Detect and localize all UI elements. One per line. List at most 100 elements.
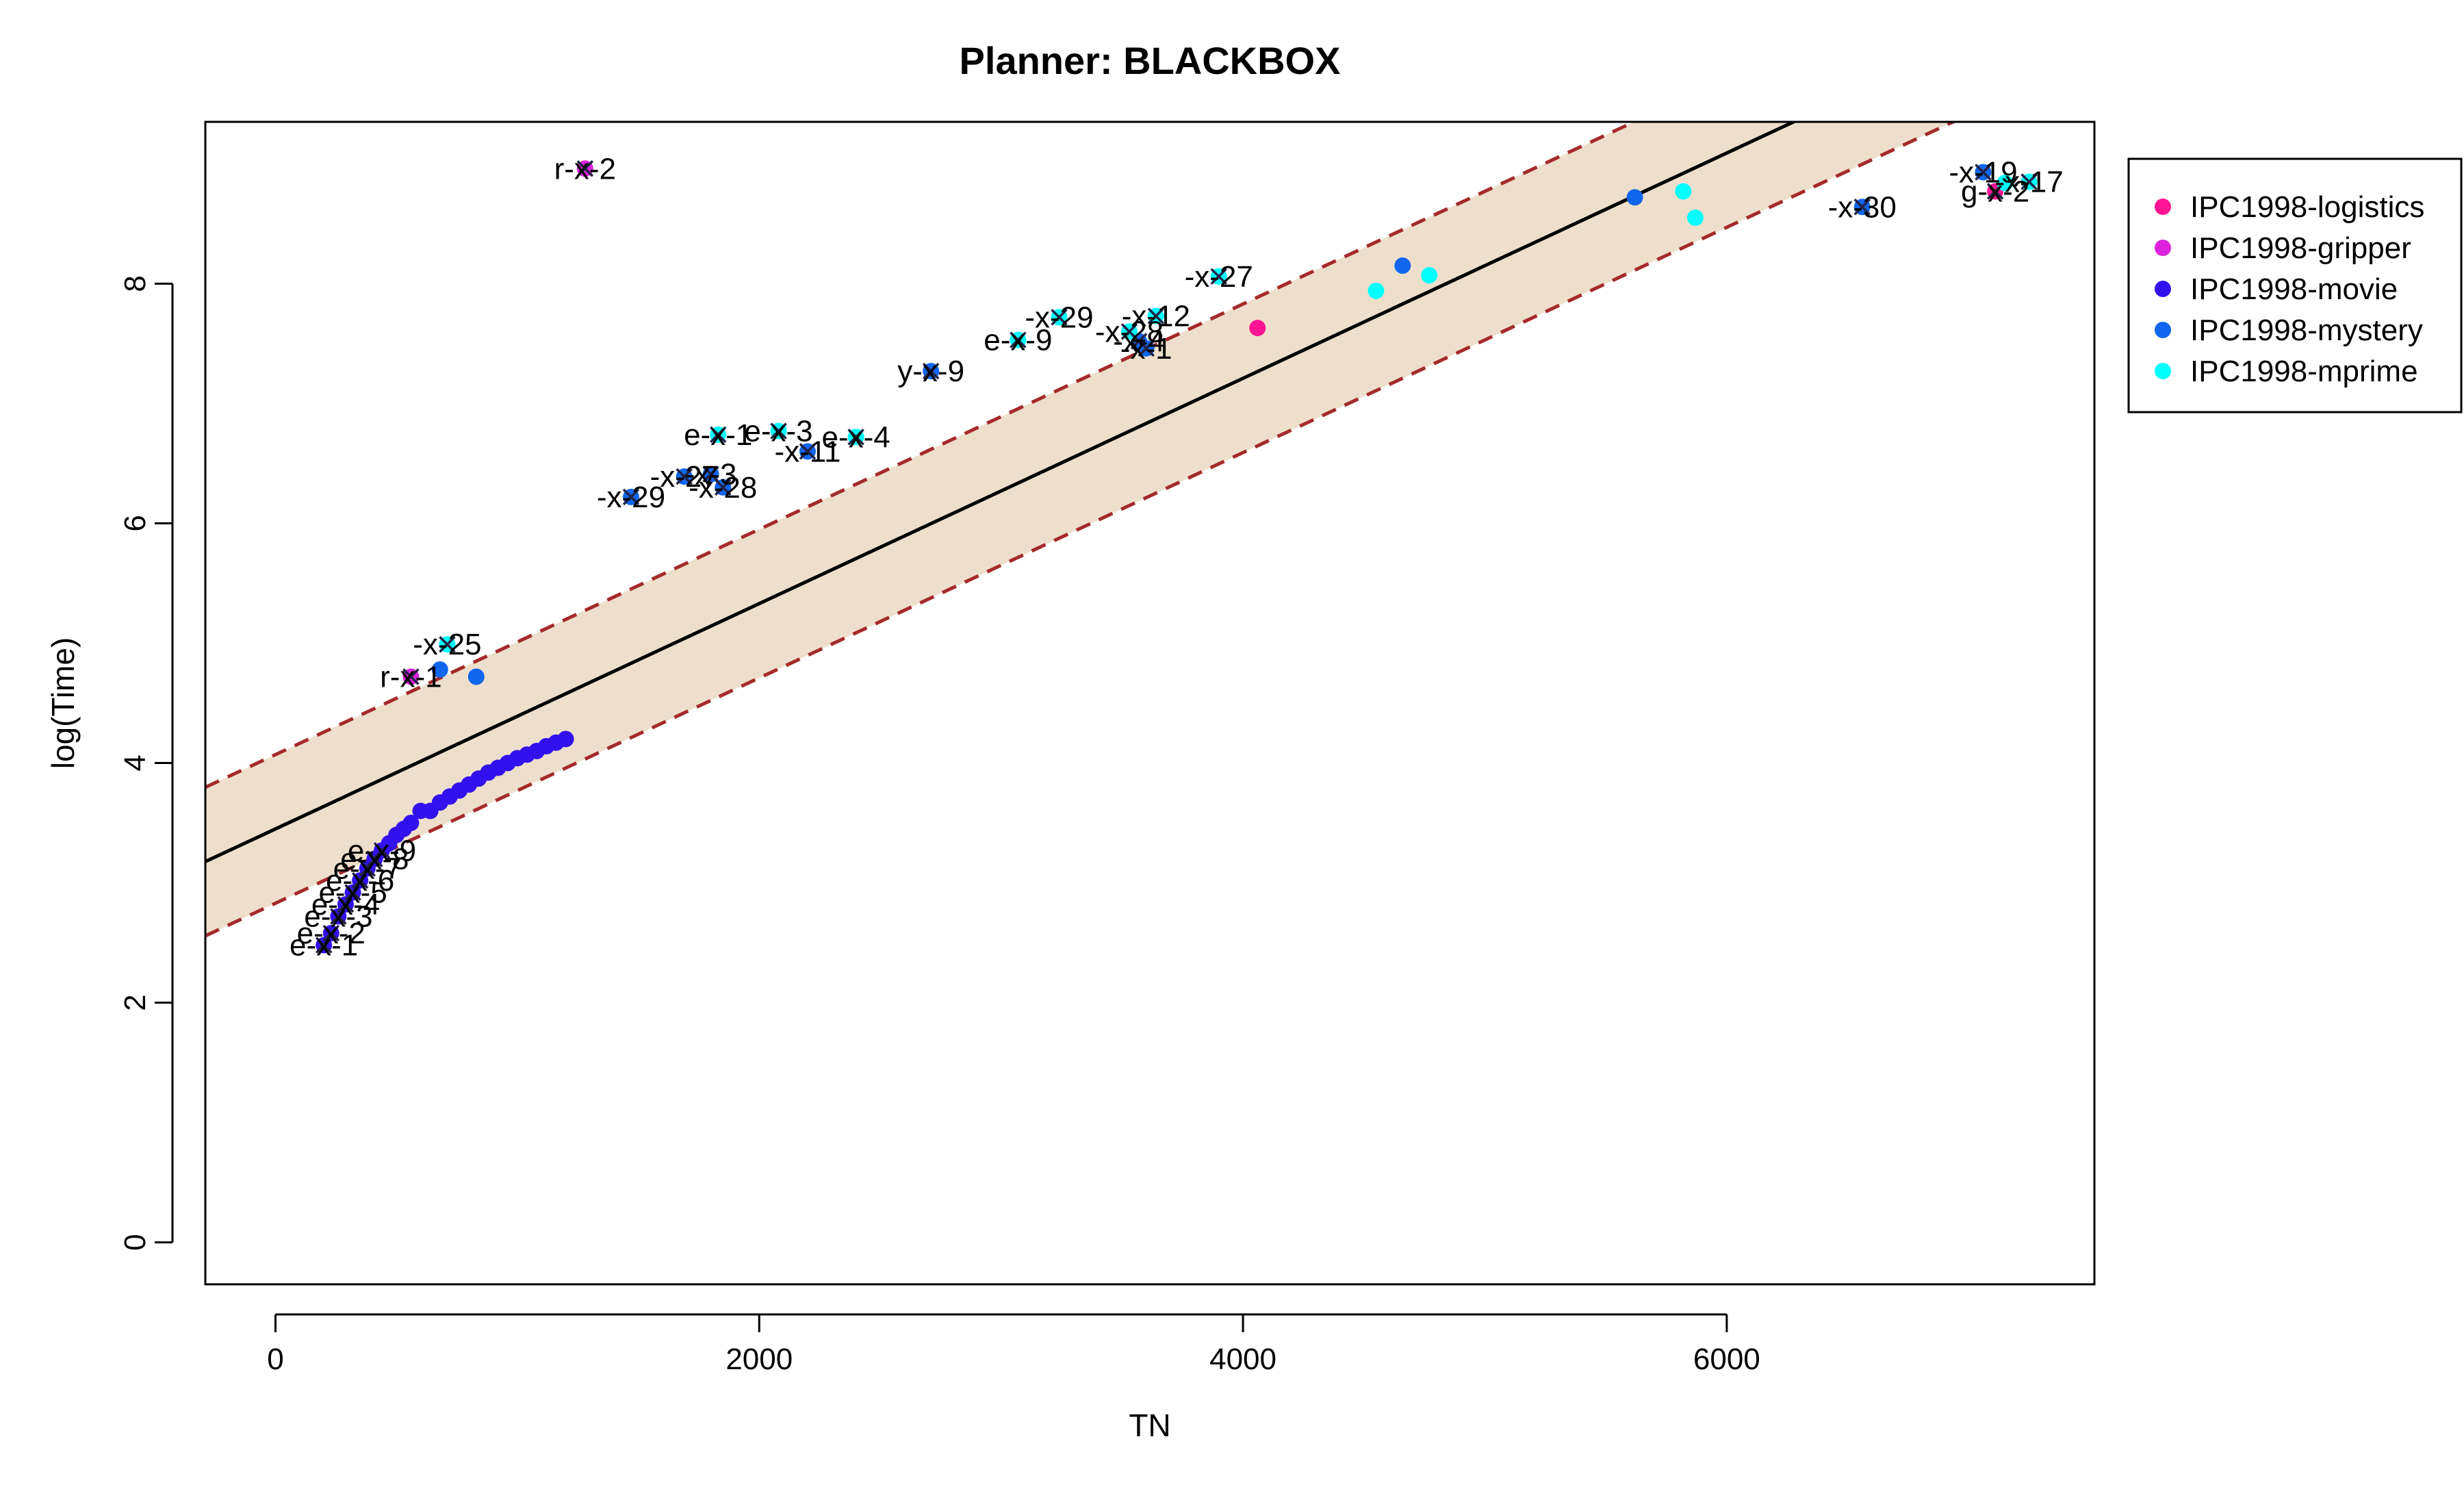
data-point [467,668,485,685]
point-label: e-x-3 [304,900,372,934]
point-label: -x-29 [1025,301,1093,334]
outlier-cross-marker [1138,340,1155,357]
data-point [1249,320,1266,337]
outlier-cross-marker [1147,307,1165,324]
point-label: r-x-1 [380,660,441,693]
plot-border [204,120,2096,1286]
outlier-cross-marker [715,479,732,496]
point-label: y-x-9 [897,355,964,388]
point-label: -x-28 [689,471,757,505]
point-label: e-x-6 [326,864,394,898]
outlier-cross-marker [402,668,420,685]
series-IPC1998-mystery [431,164,1992,685]
data-point [431,661,448,678]
data-point [1686,209,1704,227]
outlier-cross-marker [439,635,456,653]
data-point [1368,282,1385,299]
plot-area [205,122,2038,954]
outlier-cross-marker [1975,164,1992,181]
outlier-cross-marker [847,429,864,446]
point-label: -x-28 [1095,315,1164,348]
point-label: e-x-8 [340,843,409,876]
point-label: e-x-9 [348,834,416,867]
point-label: -x-27 [1185,260,1253,294]
point-label: e-x-5 [318,876,387,910]
legend-marker [2155,281,2171,297]
point-label: e-x-1 [684,418,752,452]
data-point [402,815,420,832]
y-tick-label: 2 [118,994,152,1010]
point-label: -x-11 [774,435,840,468]
chart-title: Planner: BLACKBOX [960,39,1341,82]
point-label: -x-25 [413,628,481,661]
legend-marker [2155,363,2171,379]
y-axis: 0 2 4 6 8 [118,275,174,1251]
point-label: g-x-2 [1961,175,2029,209]
y-tick-label: 6 [118,515,152,531]
outlier-cross-marker [799,443,817,460]
data-point [1675,183,1692,200]
legend-marker [2155,240,2171,256]
legend-label: IPC1998-mprime [2190,355,2418,388]
point-label: e-x-3 [744,415,812,448]
data-point [1997,175,2014,192]
point-label: e-x-7 [333,852,402,886]
outlier-cross-marker [922,362,940,380]
series-IPC1998-mprime [439,173,2038,653]
outlier-cross-marker [1120,323,1138,340]
point-label: r-x-2 [554,152,616,186]
x-tick-label: 6000 [1693,1342,1760,1376]
outlier-cross-marker [709,426,727,444]
regression-line [205,122,1798,863]
legend-label: IPC1998-gripper [2190,231,2411,265]
point-label: e-x-1 [290,929,358,963]
data-point [1421,267,1438,284]
outlier-cross-marker [702,466,719,483]
y-axis-title: log(Time) [45,637,81,769]
outlier-cross-marker [1010,331,1027,348]
point-label: -x-4 [1113,324,1165,358]
point-label: -x-29 [597,481,665,514]
point-label: -x-3 [685,458,737,492]
point-label: e-x-9 [984,324,1052,357]
data-point [1394,257,1411,275]
outlier-cross-marker [770,422,787,440]
legend-marker [2155,199,2171,215]
data-point [1626,189,1643,206]
legend-box [2127,157,2463,413]
point-label: -x-12 [1122,300,1190,333]
x-tick-label: 2000 [726,1342,793,1376]
confidence-band [205,122,1953,937]
legend-label: IPC1998-logistics [2190,190,2424,224]
legend-label: IPC1998-mystery [2190,314,2423,347]
outlier-cross-marker [622,488,640,506]
lower-bound-line [205,122,1958,938]
y-tick-label: 0 [118,1234,152,1250]
outlier-cross-marker [1051,309,1068,326]
x-tick-label: 0 [267,1342,283,1376]
point-labels: g-x-2r-x-1r-x-2e-x-1e-x-2e-x-3e-x-4e-x-5… [290,152,2064,962]
x-axis-title: TN [1129,1408,1170,1443]
outlier-cross-marker [322,924,340,942]
point-label: -x-19 [1949,156,2017,190]
x-tick-label: 4000 [1209,1342,1276,1376]
point-label: e-x-4 [311,888,380,921]
series-IPC1998-movie [315,730,574,954]
point-label: e-x-4 [822,420,890,454]
point-label: -x-1 [1120,332,1172,366]
legend: IPC1998-logistics IPC1998-gripper IPC1998-… [2127,157,2463,413]
y-tick-label: 8 [118,275,152,292]
point-label: -x-30 [1828,190,1897,224]
legend-label: IPC1998-movie [2190,272,2398,306]
point-label: e-x-2 [297,917,365,950]
x-axis: 0 2000 4000 6000 [267,1313,1760,1376]
point-label: -x-27 [650,460,719,494]
data-point [557,730,574,748]
series-IPC1998-gripper [402,160,594,685]
outlier-cross-marker [1210,268,1227,285]
outlier-cross-marker [676,468,693,485]
outlier-cross-marker [1853,199,1871,216]
legend-marker [2155,322,2171,338]
point-label: -x-17 [1994,166,2063,199]
